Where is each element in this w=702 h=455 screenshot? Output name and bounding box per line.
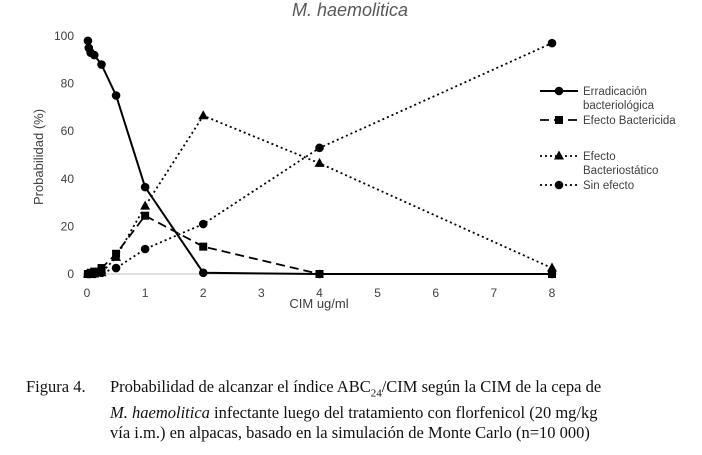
caption-line-1-pre: Probabilidad de alcanzar el índice ABC xyxy=(110,377,371,396)
y-tick-label: 0 xyxy=(67,267,74,281)
caption-line-1: Probabilidad de alcanzar el índice ABC24… xyxy=(110,377,696,403)
series-1 xyxy=(83,36,557,279)
x-tick-label: 3 xyxy=(258,286,265,300)
data-point xyxy=(83,36,93,46)
x-tick-label: 7 xyxy=(491,286,498,300)
data-point xyxy=(315,143,324,153)
legend: Erradicación bacteriológica Efecto Bacteri… xyxy=(540,86,676,192)
y-tick-label: 20 xyxy=(61,219,75,233)
series-4 xyxy=(83,38,557,279)
caption-label: Figura 4. xyxy=(26,377,86,396)
axes: 0 20 40 60 80 100 0 1 2 3 4 5 6 7 8 xyxy=(54,29,556,300)
x-tick-label: 2 xyxy=(200,286,207,300)
legend-marker xyxy=(554,86,564,96)
y-tick-label: 40 xyxy=(61,172,75,186)
data-point xyxy=(97,60,106,69)
data-point xyxy=(89,269,99,279)
data-point xyxy=(199,242,208,251)
series-3 xyxy=(82,110,557,278)
data-point xyxy=(111,263,121,273)
data-point xyxy=(198,110,209,120)
data-point xyxy=(89,50,99,60)
legend-marker xyxy=(554,180,564,190)
x-tick-label: 5 xyxy=(374,286,381,300)
series-line xyxy=(86,40,552,275)
y-tick-label: 100 xyxy=(54,29,74,43)
legend-label: Erradicación xyxy=(583,86,647,98)
y-axis-label: Probabilidad (%) xyxy=(31,109,46,205)
data-point xyxy=(547,38,557,48)
series-layer xyxy=(82,36,557,279)
chart: M. haemolitica Probabilidad (%) CIM ug/m… xyxy=(31,0,676,311)
legend-marker xyxy=(555,116,563,124)
series-line xyxy=(87,214,552,275)
y-tick-label: 80 xyxy=(61,77,75,91)
data-point xyxy=(111,251,122,261)
data-point xyxy=(97,268,106,278)
caption-line-2: M. haemolitica infectante luego del trat… xyxy=(110,403,696,423)
x-tick-label: 8 xyxy=(549,286,556,300)
legend-label: Efecto Bactericida xyxy=(583,115,676,127)
series-line xyxy=(87,42,553,275)
data-point xyxy=(140,200,151,210)
legend-label: Sin efecto xyxy=(583,180,634,192)
caption-line-3: vía i.m.) en alpacas, basado en la simul… xyxy=(110,423,590,443)
caption-line-2-rest: infectante luego del tratamiento con flo… xyxy=(209,403,598,423)
x-tick-label: 4 xyxy=(316,286,323,300)
data-point xyxy=(140,244,150,254)
data-point xyxy=(314,157,325,167)
data-point xyxy=(140,182,150,192)
chart-title: M. haemolitica xyxy=(292,0,408,20)
legend-label: Efecto xyxy=(583,151,616,163)
x-tick-label: 6 xyxy=(432,286,439,300)
y-tick-label: 60 xyxy=(61,124,75,138)
data-point xyxy=(548,270,556,278)
data-point xyxy=(315,270,324,278)
legend-label: bacteriológica xyxy=(583,100,655,112)
data-point xyxy=(198,268,208,278)
series-2 xyxy=(83,211,556,278)
caption-line-1-post: /CIM según la CIM de la cepa de xyxy=(381,377,602,396)
data-point xyxy=(547,262,557,272)
data-point xyxy=(198,219,208,229)
data-point xyxy=(141,211,150,220)
caption-organism: M. haemolitica xyxy=(110,403,210,423)
caption-body: Probabilidad de alcanzar el índice ABC24… xyxy=(110,377,696,443)
data-point xyxy=(111,91,121,100)
legend-label: Bacteriostático xyxy=(583,165,658,177)
x-tick-label: 1 xyxy=(142,286,149,300)
x-tick-label: 0 xyxy=(84,286,91,300)
x-axis-label: CIM ug/ml xyxy=(289,296,348,311)
caption-subscript: 24 xyxy=(370,387,382,400)
series-line xyxy=(87,114,553,275)
legend-marker xyxy=(554,150,564,160)
